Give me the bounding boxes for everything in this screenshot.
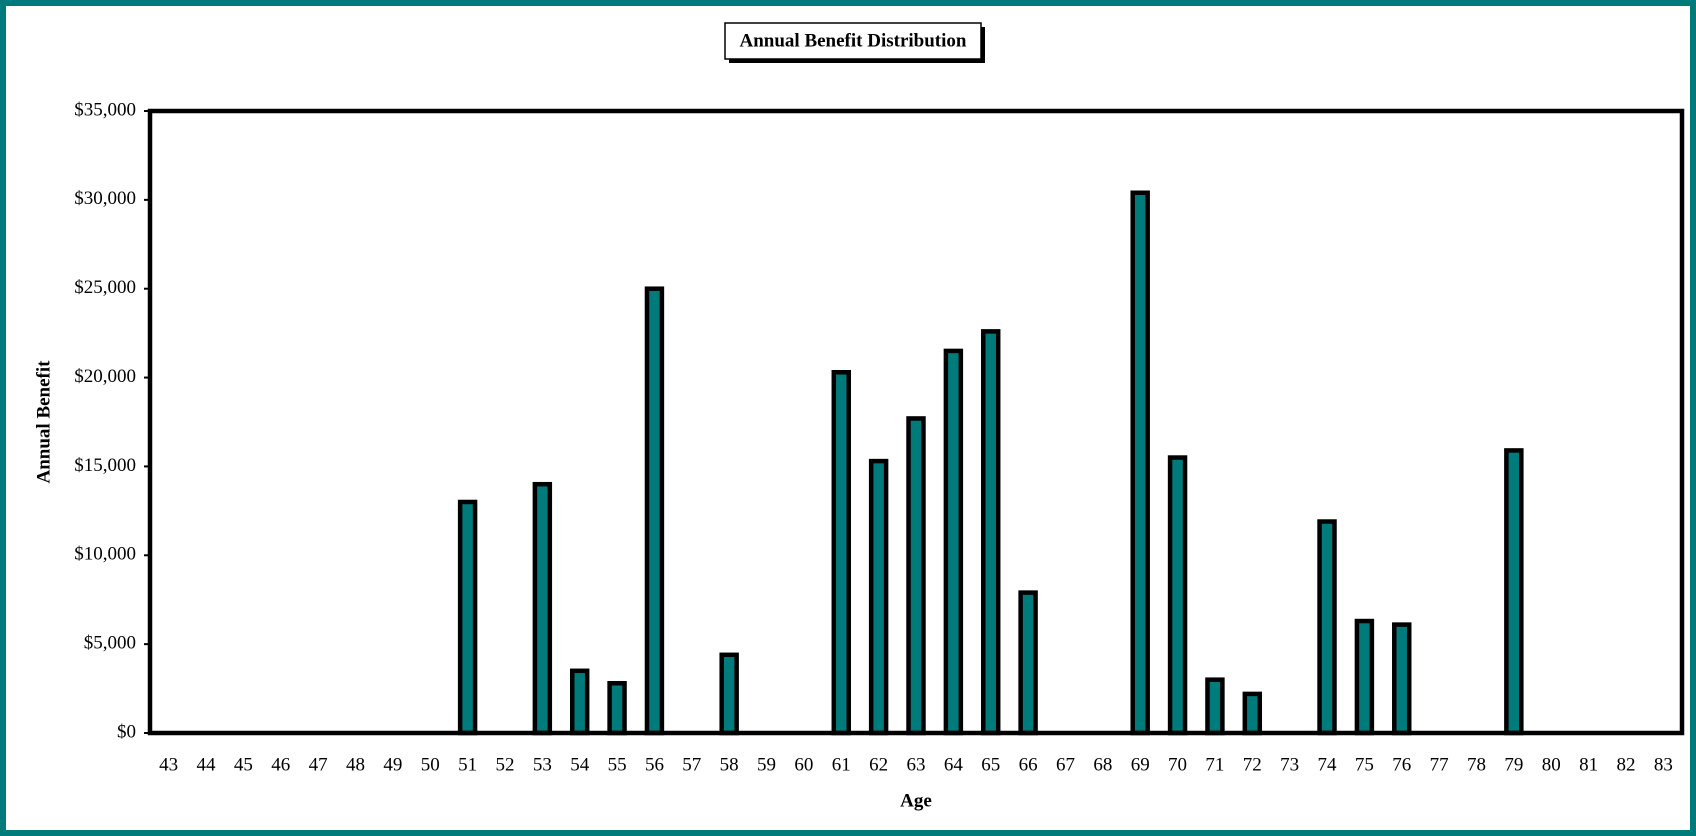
x-tick-label: 75 xyxy=(1355,754,1374,775)
x-tick-label: 57 xyxy=(682,754,701,775)
x-tick-label: 48 xyxy=(346,754,365,775)
x-tick-label: 81 xyxy=(1579,754,1598,775)
bar xyxy=(1317,519,1337,736)
x-tick-label: 67 xyxy=(1056,754,1075,775)
bar xyxy=(1167,455,1188,736)
bar xyxy=(943,348,964,736)
bar xyxy=(906,416,926,736)
x-tick-label: 47 xyxy=(309,754,328,775)
x-tick-label: 53 xyxy=(533,754,552,775)
x-tick-label: 74 xyxy=(1318,754,1338,775)
x-tick-label: 82 xyxy=(1616,754,1635,775)
x-tick-label: 68 xyxy=(1093,754,1112,775)
y-tick-label: $20,000 xyxy=(74,366,136,387)
bar xyxy=(644,286,665,736)
y-tick-label: $0 xyxy=(117,721,136,742)
bar xyxy=(457,499,478,736)
x-tick-label: 83 xyxy=(1654,754,1673,775)
x-tick-label: 49 xyxy=(383,754,402,775)
x-tick-label: 69 xyxy=(1131,754,1150,775)
y-tick-label: $25,000 xyxy=(74,277,136,298)
x-tick-label: 50 xyxy=(421,754,440,775)
chart-title: Annual Benefit Distribution xyxy=(740,30,967,51)
x-tick-label: 72 xyxy=(1243,754,1262,775)
x-tick-label: 45 xyxy=(234,754,253,775)
x-tick-label: 80 xyxy=(1542,754,1561,775)
bar xyxy=(831,369,851,736)
bar xyxy=(607,680,627,736)
bar xyxy=(1205,677,1225,736)
x-tick-label: 76 xyxy=(1392,754,1411,775)
bar xyxy=(1504,448,1524,736)
x-tick-label: 73 xyxy=(1280,754,1299,775)
x-tick-label: 77 xyxy=(1430,754,1449,775)
y-tick-label: $10,000 xyxy=(74,544,136,565)
title-box xyxy=(724,22,982,60)
bar xyxy=(981,329,1001,736)
x-tick-label: 70 xyxy=(1168,754,1187,775)
x-tick-label: 60 xyxy=(794,754,813,775)
x-tick-label: 55 xyxy=(608,754,627,775)
x-tick-label: 65 xyxy=(981,754,1000,775)
x-tick-label: 51 xyxy=(458,754,477,775)
y-tick-label: $30,000 xyxy=(74,188,136,209)
bar xyxy=(1392,622,1412,736)
bar xyxy=(1130,190,1150,736)
y-tick-label: $5,000 xyxy=(84,633,136,654)
y-axis-label: Annual Benefit xyxy=(33,360,54,484)
x-tick-label: 58 xyxy=(720,754,739,775)
x-tick-label: 59 xyxy=(757,754,776,775)
bar xyxy=(1354,618,1375,736)
x-tick-label: 62 xyxy=(869,754,888,775)
bar xyxy=(1242,691,1263,736)
plot-frame xyxy=(147,108,1685,736)
y-tick-label: $35,000 xyxy=(74,99,136,120)
y-tick-label: $15,000 xyxy=(74,455,136,476)
bar xyxy=(569,668,590,736)
x-axis-label: Age xyxy=(900,790,932,811)
x-tick-label: 43 xyxy=(159,754,178,775)
x-tick-label: 79 xyxy=(1504,754,1523,775)
x-tick-label: 64 xyxy=(944,754,964,775)
bar xyxy=(532,481,553,736)
x-tick-label: 71 xyxy=(1205,754,1224,775)
x-tick-label: 56 xyxy=(645,754,664,775)
x-tick-label: 63 xyxy=(907,754,926,775)
x-tick-label: 52 xyxy=(495,754,514,775)
x-tick-label: 54 xyxy=(570,754,590,775)
x-tick-label: 46 xyxy=(271,754,290,775)
bar xyxy=(1018,590,1038,736)
x-tick-label: 44 xyxy=(197,754,217,775)
x-tick-label: 66 xyxy=(1019,754,1038,775)
bar xyxy=(719,652,739,736)
x-tick-label: 78 xyxy=(1467,754,1486,775)
x-tick-label: 61 xyxy=(832,754,851,775)
bar xyxy=(868,458,889,736)
